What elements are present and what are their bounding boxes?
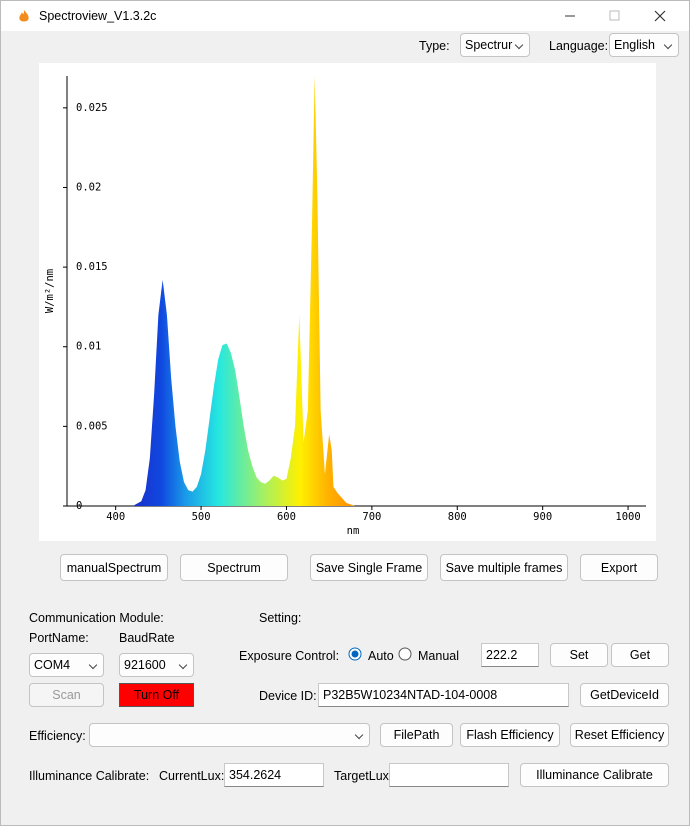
efficiency-select[interactable] [89, 723, 370, 747]
y-tick-label: 0.02 [76, 181, 101, 193]
save-single-button[interactable]: Save Single Frame [310, 554, 428, 581]
y-tick-label: 0.015 [76, 261, 108, 273]
get-button[interactable]: Get [611, 643, 669, 667]
x-axis-label: nm [347, 525, 360, 537]
x-tick-label: 700 [362, 511, 381, 523]
auto-label: Auto [368, 649, 394, 663]
manual-label: Manual [418, 649, 459, 663]
window-controls[interactable] [557, 7, 677, 25]
illuminance-calibrate-button[interactable]: Illuminance Calibrate [520, 763, 669, 787]
target-lux-input[interactable] [389, 763, 509, 787]
efficiency-label: Efficiency: [29, 729, 86, 743]
port-select[interactable]: COM4 [29, 653, 104, 677]
spectrum-button[interactable]: Spectrum [180, 554, 288, 581]
current-lux-input[interactable]: 354.2624 [224, 763, 324, 787]
export-button[interactable]: Export [580, 554, 658, 581]
setting-title: Setting: [259, 611, 302, 625]
x-tick-label: 1000 [615, 511, 640, 523]
manual-spectrum-button[interactable]: manualSpectrum [60, 554, 168, 581]
port-label: PortName: [29, 631, 89, 645]
y-tick-label: 0.01 [76, 341, 101, 353]
set-button[interactable]: Set [550, 643, 608, 667]
window-title: Spectroview_V1.3.2c [39, 9, 157, 23]
get-device-button[interactable]: GetDeviceId [580, 683, 669, 707]
x-tick-label: 900 [533, 511, 552, 523]
exposure-label: Exposure Control: [239, 649, 340, 663]
x-tick-label: 800 [448, 511, 467, 523]
language-select[interactable]: English [609, 33, 679, 57]
manual-radio[interactable] [398, 647, 412, 661]
turn-off-button[interactable]: Turn Off [119, 683, 194, 707]
spectrum-chart: W/m²/nm nm 0 0.005 0.01 0.015 0.02 0.025 400 50… [39, 63, 656, 541]
y-tick-label: 0 [76, 500, 82, 512]
y-tick-label: 0.005 [76, 420, 108, 432]
x-tick-label: 400 [106, 511, 125, 523]
flash-efficiency-button[interactable]: Flash Efficiency [460, 723, 560, 747]
x-tick-label: 500 [192, 511, 211, 523]
type-select[interactable]: Spectrur [460, 33, 530, 57]
scan-button[interactable]: Scan [29, 683, 104, 707]
spectrum-area [132, 76, 372, 506]
file-path-button[interactable]: FilePath [380, 723, 453, 747]
auto-radio[interactable] [348, 647, 362, 661]
device-label: Device ID: [259, 689, 317, 703]
target-lux-label: TargetLux: [334, 769, 393, 783]
device-input[interactable]: P32B5W10234NTAD-104-0008 [318, 683, 569, 707]
save-multiple-button[interactable]: Save multiple frames [440, 554, 568, 581]
x-tick-label: 600 [277, 511, 296, 523]
baud-select[interactable]: 921600 [119, 653, 194, 677]
reset-efficiency-button[interactable]: Reset Efficiency [570, 723, 669, 747]
illuminance-label: Illuminance Calibrate: [29, 769, 150, 783]
baud-label: BaudRate [119, 631, 175, 645]
app-icon [19, 10, 29, 22]
communication-title: Communication Module: [29, 611, 164, 625]
exposure-input[interactable]: 222.2 [481, 643, 539, 667]
language-label: Language: [549, 39, 609, 53]
y-tick-label: 0.025 [76, 102, 108, 114]
type-label: Type: [419, 39, 450, 53]
y-axis-label: W/m²/nm [44, 269, 56, 313]
current-lux-label: CurrentLux: [159, 769, 225, 783]
title-bar: Spectroview_V1.3.2c [1, 1, 689, 31]
